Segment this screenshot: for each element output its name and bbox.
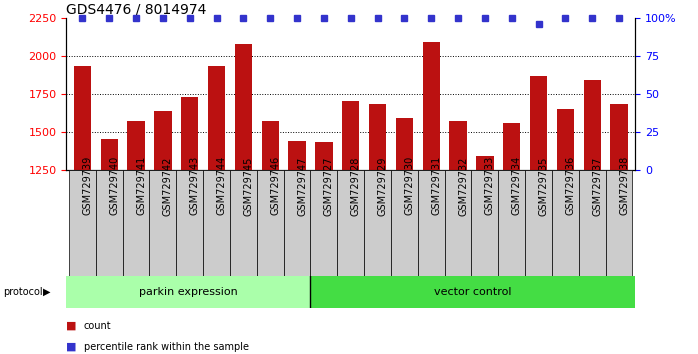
Bar xyxy=(396,118,413,170)
Text: ■: ■ xyxy=(66,342,77,352)
Bar xyxy=(445,170,471,276)
Bar xyxy=(498,170,525,276)
Text: parkin expression: parkin expression xyxy=(139,287,237,297)
Bar xyxy=(369,104,386,170)
Bar xyxy=(337,170,364,276)
Text: GSM729747: GSM729747 xyxy=(297,156,307,216)
Text: GSM729729: GSM729729 xyxy=(378,156,387,216)
Text: ▶: ▶ xyxy=(43,287,51,297)
Bar xyxy=(552,170,579,276)
Bar xyxy=(422,42,440,170)
Text: ■: ■ xyxy=(66,321,77,331)
Text: GSM729745: GSM729745 xyxy=(244,156,253,216)
Bar xyxy=(283,170,311,276)
Bar xyxy=(127,121,144,170)
Bar xyxy=(584,80,601,170)
Text: GSM729727: GSM729727 xyxy=(324,156,334,216)
Bar xyxy=(235,44,252,170)
Bar xyxy=(288,141,306,170)
Bar xyxy=(557,109,574,170)
Bar xyxy=(606,170,632,276)
Text: GSM729730: GSM729730 xyxy=(404,156,415,216)
Text: GSM729734: GSM729734 xyxy=(512,156,521,216)
Bar xyxy=(364,170,391,276)
Text: GSM729746: GSM729746 xyxy=(270,156,280,216)
Bar xyxy=(208,67,225,170)
Bar xyxy=(181,97,198,170)
Text: percentile rank within the sample: percentile rank within the sample xyxy=(84,342,248,352)
Bar xyxy=(450,121,467,170)
Bar xyxy=(96,170,123,276)
Bar xyxy=(418,170,445,276)
Text: protocol: protocol xyxy=(3,287,43,297)
Text: GSM729737: GSM729737 xyxy=(592,156,602,216)
Text: GSM729731: GSM729731 xyxy=(431,156,441,216)
Text: GSM729728: GSM729728 xyxy=(350,156,361,216)
Bar xyxy=(530,75,547,170)
Text: GSM729732: GSM729732 xyxy=(458,156,468,216)
Bar xyxy=(149,170,177,276)
Bar xyxy=(311,170,337,276)
Bar xyxy=(579,170,606,276)
Bar xyxy=(391,170,418,276)
Bar xyxy=(471,170,498,276)
Bar xyxy=(74,67,91,170)
Text: GSM729740: GSM729740 xyxy=(110,156,119,216)
Bar xyxy=(203,170,230,276)
Text: vector control: vector control xyxy=(434,287,512,297)
Text: GSM729742: GSM729742 xyxy=(163,156,173,216)
Bar xyxy=(342,101,359,170)
Text: GSM729739: GSM729739 xyxy=(82,156,92,216)
Text: GSM729744: GSM729744 xyxy=(216,156,227,216)
Bar xyxy=(123,170,149,276)
Text: GSM729741: GSM729741 xyxy=(136,156,146,216)
Text: GSM729736: GSM729736 xyxy=(565,156,575,216)
Text: GSM729743: GSM729743 xyxy=(190,156,200,216)
Bar xyxy=(66,276,310,308)
Text: GSM729733: GSM729733 xyxy=(485,156,495,216)
Text: count: count xyxy=(84,321,112,331)
Bar xyxy=(610,104,628,170)
Text: GDS4476 / 8014974: GDS4476 / 8014974 xyxy=(66,2,207,17)
Bar xyxy=(503,123,521,170)
Bar xyxy=(262,121,279,170)
Bar xyxy=(315,142,333,170)
Bar xyxy=(310,276,635,308)
Bar xyxy=(101,139,118,170)
Bar xyxy=(230,170,257,276)
Bar xyxy=(525,170,552,276)
Text: GSM729738: GSM729738 xyxy=(619,156,629,216)
Bar xyxy=(476,156,493,170)
Bar xyxy=(154,110,172,170)
Bar xyxy=(69,170,96,276)
Bar xyxy=(257,170,283,276)
Bar xyxy=(177,170,203,276)
Text: GSM729735: GSM729735 xyxy=(539,156,549,216)
